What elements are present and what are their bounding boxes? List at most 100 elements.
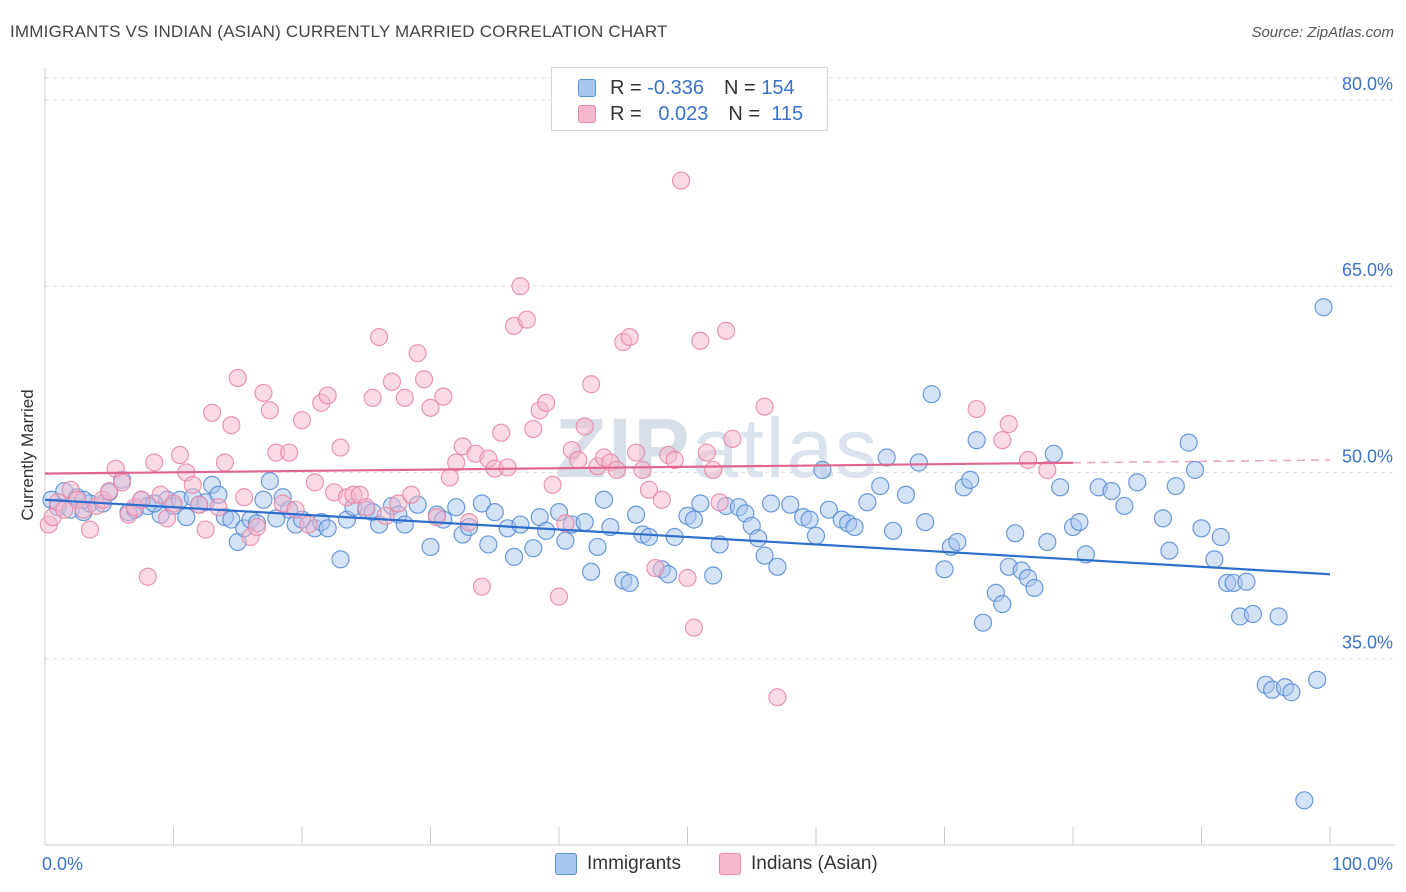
point-immigrants [1076, 545, 1095, 564]
point-immigrants [1192, 519, 1211, 538]
point-indians [582, 375, 601, 394]
point-indians [402, 485, 421, 504]
point-immigrants [485, 503, 504, 522]
point-indians [305, 473, 324, 492]
point-indians [376, 506, 395, 525]
point-immigrants [331, 550, 350, 569]
point-immigrants [704, 566, 723, 585]
point-immigrants [1051, 478, 1070, 497]
point-indians [202, 403, 222, 422]
point-immigrants [922, 385, 941, 404]
point-immigrants [177, 508, 196, 527]
point-indians [697, 443, 716, 462]
watermark: ZIPatlas [555, 400, 879, 497]
point-indians [755, 397, 774, 416]
point-indians [671, 171, 691, 190]
point-immigrants [806, 526, 826, 545]
point-indians [100, 481, 119, 501]
point-immigrants [537, 521, 556, 540]
point-immigrants [575, 512, 594, 532]
point-immigrants [1269, 607, 1288, 626]
legend-r-value: 0.023 [658, 102, 709, 125]
point-immigrants [1025, 578, 1044, 598]
point-indians [434, 387, 453, 406]
point-immigrants [588, 537, 607, 557]
point-immigrants [504, 547, 524, 566]
point-indians [247, 517, 267, 537]
point-immigrants [254, 490, 273, 509]
legend-n-value: 115 [771, 102, 804, 125]
point-indians [151, 485, 170, 504]
y-tick-label: 80.0% [1342, 74, 1393, 94]
point-immigrants [781, 495, 800, 514]
y-axis-label: Currently Married [18, 389, 37, 520]
point-indians [215, 453, 234, 472]
point-immigrants [1070, 512, 1089, 532]
point-immigrants [1153, 509, 1173, 528]
point-indians [357, 498, 376, 517]
point-indians [318, 386, 337, 405]
point-immigrants [961, 470, 980, 489]
point-indians [472, 577, 491, 596]
point-immigrants [1185, 460, 1205, 480]
bottom-legend-indians: Indians (Asian) [719, 851, 878, 877]
point-immigrants [1006, 524, 1025, 543]
point-indians [414, 370, 434, 389]
point-indians [363, 388, 382, 408]
point-indians [421, 398, 440, 417]
point-indians [459, 512, 479, 532]
point-indians [389, 494, 408, 513]
point-immigrants [935, 560, 954, 579]
point-indians [723, 429, 742, 448]
point-indians [543, 475, 562, 494]
point-immigrants [260, 472, 279, 491]
point-indians [183, 475, 202, 494]
trend-line-dashed-indians [1072, 459, 1331, 464]
point-immigrants [691, 494, 710, 513]
point-indians [382, 372, 402, 391]
legend-r-label: R = [610, 76, 642, 99]
point-immigrants [909, 453, 928, 472]
watermark-light: atlas [691, 401, 880, 495]
point-indians [408, 344, 427, 363]
point-immigrants [447, 498, 466, 517]
legend-r-value: -0.336 [647, 76, 704, 99]
point-indians [691, 331, 710, 350]
point-immigrants [967, 431, 986, 450]
chart-source: Source: ZipAtlas.com [1251, 24, 1394, 41]
point-indians [537, 393, 556, 412]
point-indians [145, 453, 164, 472]
point-indians [228, 368, 247, 388]
point-immigrants [421, 537, 440, 557]
point-indians [447, 453, 466, 472]
point-immigrants [472, 494, 491, 513]
point-indians [517, 310, 536, 329]
legend-n-label: N = [723, 76, 756, 99]
point-immigrants [318, 519, 337, 538]
point-indians [999, 414, 1018, 434]
point-immigrants [993, 594, 1012, 614]
point-immigrants [1243, 604, 1263, 624]
point-indians [646, 558, 665, 578]
point-immigrants [1295, 791, 1314, 810]
point-indians [710, 493, 729, 512]
point-indians [684, 618, 704, 637]
point-indians [626, 443, 646, 462]
point-immigrants [1115, 496, 1134, 516]
point-immigrants [620, 573, 639, 593]
point-immigrants [755, 546, 774, 565]
point-immigrants [594, 490, 614, 509]
point-indians [549, 587, 569, 606]
point-immigrants [556, 531, 575, 550]
point-indians [209, 498, 228, 517]
point-indians [993, 431, 1012, 450]
point-indians [260, 401, 279, 420]
point-immigrants [1160, 541, 1179, 560]
x-tick-label: 0.0% [42, 854, 83, 874]
bottom-legend-swatch-immigrants [555, 853, 577, 875]
point-immigrants [1038, 532, 1057, 552]
point-immigrants [395, 515, 414, 534]
point-immigrants [1102, 481, 1121, 501]
point-indians [112, 473, 132, 492]
